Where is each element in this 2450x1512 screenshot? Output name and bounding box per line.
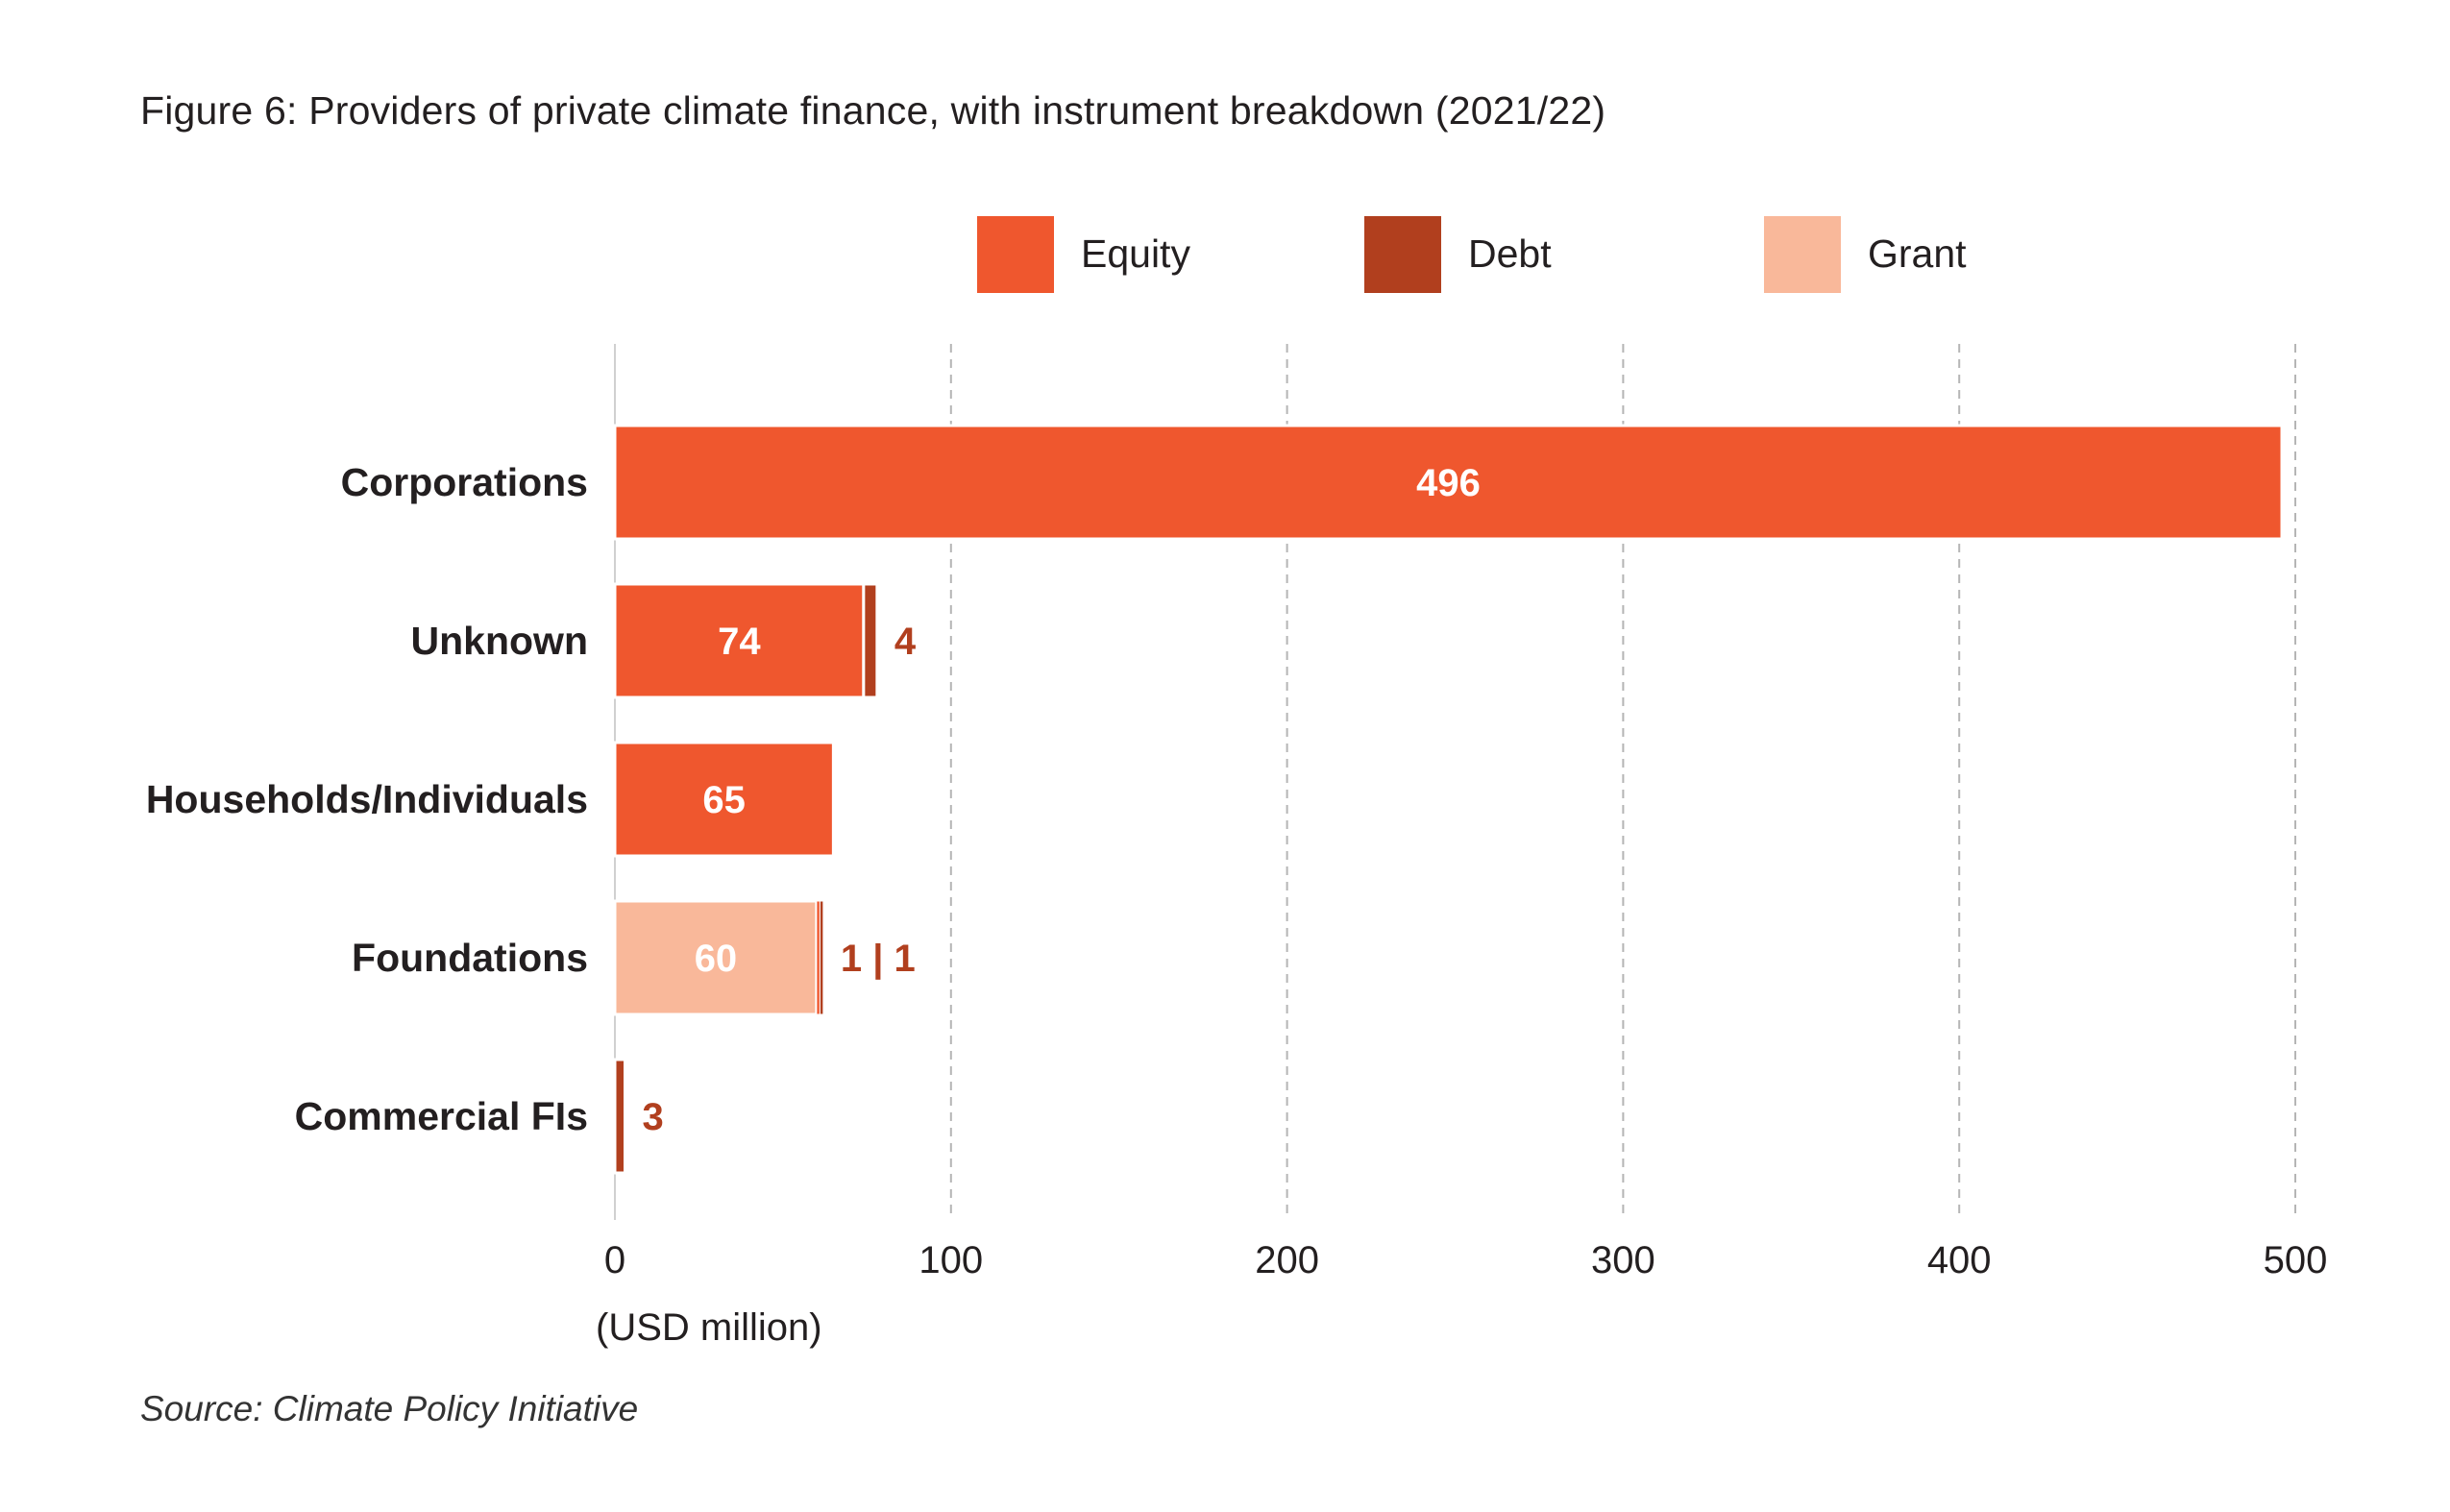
legend-label-debt: Debt (1468, 232, 1552, 276)
category-labels: Corporations Unknown Households/Individual… (146, 460, 588, 1138)
bar-grant (613, 899, 819, 1016)
legend-swatch-grant (1764, 216, 1841, 293)
category-label: Unknown (411, 619, 588, 663)
bar-equity (613, 741, 835, 858)
chart-title: Figure 6: Providers of private climate f… (140, 88, 1606, 133)
category-label: Commercial FIs (295, 1094, 588, 1138)
legend-swatch-debt (1364, 216, 1441, 293)
legend-swatch-equity (977, 216, 1054, 293)
x-tick-label: 100 (919, 1239, 983, 1281)
bar-equity (613, 582, 866, 699)
bar-value-label: 74 (718, 621, 761, 663)
source-note: Source: Climate Policy Initiative (140, 1389, 639, 1428)
category-label: Households/Individuals (146, 777, 588, 821)
x-tick-label: 500 (2264, 1239, 2328, 1281)
bar-debt (862, 582, 879, 699)
x-axis-ticks: 0 100 200 300 400 500 (604, 1239, 2328, 1281)
bar-outside-label: 1 | 1 (841, 938, 916, 980)
bar-outside-label: 3 (642, 1096, 663, 1138)
bar-debt (819, 900, 824, 1015)
x-axis-label: (USD million) (596, 1306, 822, 1349)
legend: Equity Debt Grant (977, 216, 1967, 293)
legend-label-grant: Grant (1868, 232, 1967, 276)
bar-value-label: 60 (695, 938, 738, 980)
x-tick-label: 200 (1255, 1239, 1319, 1281)
category-label: Foundations (352, 936, 588, 980)
bar-outside-label: 4 (894, 621, 917, 663)
category-label: Corporations (341, 460, 588, 504)
bar-debt (613, 1058, 626, 1175)
legend-label-equity: Equity (1081, 232, 1190, 276)
bar-value-label: 496 (1416, 462, 1481, 504)
bars: 496 74 4 65 60 1 | 1 3 (613, 424, 2284, 1175)
x-tick-label: 300 (1591, 1239, 1655, 1281)
x-tick-label: 0 (604, 1239, 625, 1281)
bar-value-label: 65 (702, 779, 746, 821)
x-tick-label: 400 (1927, 1239, 1992, 1281)
bar-equity (613, 424, 2284, 541)
bar-equity (816, 900, 821, 1015)
